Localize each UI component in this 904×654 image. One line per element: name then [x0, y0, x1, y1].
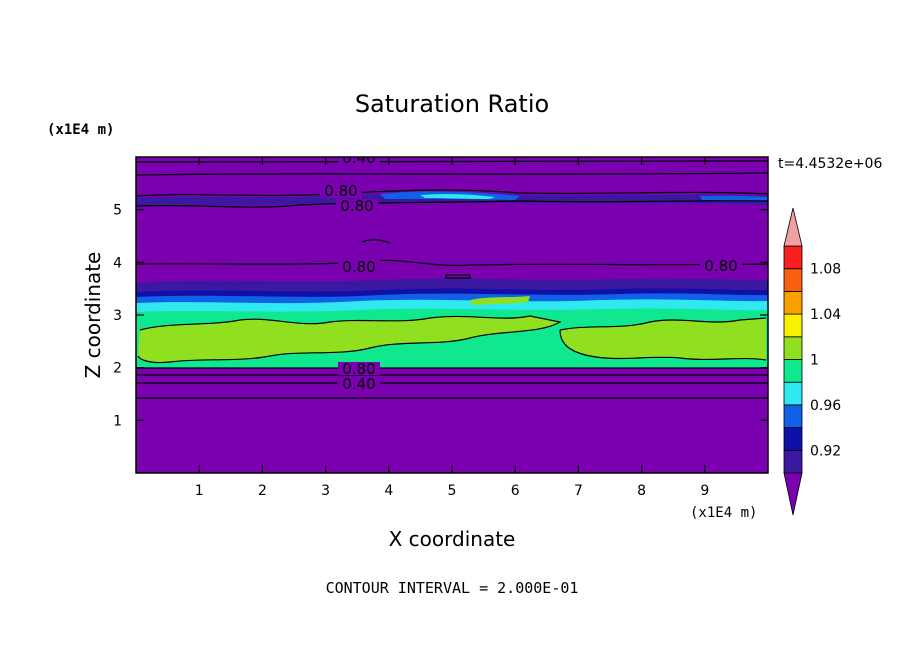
- contour-label-bg: [700, 259, 742, 273]
- contour-interval-label: CONTOUR INTERVAL = 2.000E-01: [326, 579, 579, 597]
- x-tick-label: 5: [448, 483, 457, 499]
- supersat-patch-right: [560, 318, 766, 360]
- x-tick-label: 3: [321, 483, 330, 499]
- y-tick-label: 4: [113, 255, 122, 271]
- supersat-patch-left: [138, 316, 560, 363]
- colorbar-swatch: [783, 268, 803, 292]
- contour-label-bg: [338, 157, 380, 165]
- contour-label: 0.40: [342, 149, 375, 167]
- upper-cloud-core: [420, 193, 495, 199]
- contour-label: 0.80: [340, 197, 373, 215]
- contour-label: 0.80: [342, 360, 375, 378]
- x-axis-title: X coordinate: [389, 527, 516, 551]
- contour-field: 0.40 0.80 0.80 0.80 0.80 0.80 0.40: [136, 149, 768, 473]
- colorbar: 0.92 0.96 1 1.04 1.08: [783, 207, 841, 516]
- contour-label-bg: [338, 377, 380, 390]
- colorbar-tick-label: 0.96: [810, 398, 841, 414]
- contour-label-bg: [320, 184, 362, 198]
- colorbar-tick-label: 1: [810, 353, 819, 369]
- contour-label-bg: [336, 199, 378, 213]
- x-tick-label: 4: [384, 483, 393, 499]
- x-tick-label: 8: [637, 483, 646, 499]
- x-axis: 1 2 3 4 5 6 7 8 9: [195, 157, 709, 499]
- colorbar-swatch: [783, 427, 803, 451]
- contour-label-bg: [338, 260, 380, 274]
- upper-cloud-patch-right: [700, 195, 768, 201]
- contour-label: 0.80: [704, 257, 737, 275]
- colorbar-swatch: [783, 359, 803, 383]
- x-tick-label: 9: [700, 483, 709, 499]
- colorbar-under-arrow: [783, 472, 803, 516]
- contour-label-group: 0.40 0.80 0.80 0.80 0.80 0.80 0.40: [320, 149, 742, 393]
- x-tick-label: 7: [574, 483, 583, 499]
- colorbar-tick-label: 0.92: [810, 443, 841, 459]
- x-unit-label: (x1E4 m): [690, 505, 757, 521]
- x-tick-label: 1: [195, 483, 204, 499]
- colorbar-swatch: [783, 336, 803, 360]
- supersat-patch-top: [470, 296, 530, 305]
- contour-label-bg: [338, 362, 380, 375]
- colorbar-swatch: [783, 313, 803, 338]
- contour-label: 0.80: [324, 182, 357, 200]
- colorbar-swatch: [783, 404, 803, 428]
- x-tick-label: 6: [511, 483, 520, 499]
- y-tick-label: 3: [113, 308, 122, 324]
- contour-label: 0.80: [342, 258, 375, 276]
- colorbar-over-arrow: [783, 207, 803, 247]
- colorbar-tick-label: 1.08: [810, 262, 841, 278]
- contour-label: 0.40: [342, 375, 375, 393]
- colorbar-swatch: [783, 381, 803, 406]
- time-label: t=4.4532e+06: [778, 156, 882, 172]
- y-axis-title: Z coordinate: [81, 252, 105, 379]
- colorbar-swatch: [783, 245, 803, 270]
- colorbar-swatch: [783, 290, 803, 315]
- colorbar-swatch: [783, 449, 803, 474]
- colorbar-tick-label: 1.04: [810, 307, 841, 323]
- contour-lines: [136, 160, 768, 399]
- y-tick-label: 2: [113, 361, 122, 377]
- y-unit-label: (x1E4 m): [47, 122, 114, 138]
- y-axis: 1 2 3 4 5: [113, 203, 768, 429]
- y-tick-label: 1: [113, 413, 122, 429]
- y-tick-label: 5: [113, 203, 122, 219]
- x-tick-label: 2: [258, 483, 267, 499]
- chart-title: Saturation Ratio: [355, 90, 549, 118]
